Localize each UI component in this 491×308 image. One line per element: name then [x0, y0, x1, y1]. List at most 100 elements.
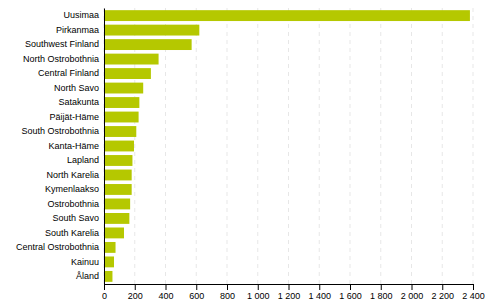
x-tick-mark [196, 284, 197, 290]
x-tick-label: 2 200 [431, 291, 454, 301]
grid-line [473, 8, 474, 284]
bar [104, 199, 130, 210]
y-tick: Kainuu [71, 257, 104, 267]
y-tick-label: Åland [76, 271, 99, 281]
x-tick: 400 [158, 284, 173, 301]
grid-line [196, 8, 197, 284]
x-tick: 1 000 [247, 284, 270, 301]
y-tick: Satakunta [58, 97, 104, 107]
y-tick: Central Ostrobothnia [16, 242, 104, 252]
y-tick: Åland [76, 271, 104, 281]
x-tick: 2 400 [462, 284, 485, 301]
x-tick-label: 2 000 [401, 291, 424, 301]
x-tick-mark [135, 284, 136, 290]
bar [104, 54, 159, 65]
x-tick-label: 200 [128, 291, 143, 301]
x-tick-mark [289, 284, 290, 290]
y-tick-label: North Ostrobothnia [23, 54, 99, 64]
x-tick: 2 200 [431, 284, 454, 301]
x-tick-mark [442, 284, 443, 290]
x-axis: 0 200 400 600 800 1 000 1 200 1 400 1 600 1 800 2 … [102, 284, 485, 301]
bar [104, 271, 112, 282]
y-tick-label: Ostrobothnia [47, 199, 99, 209]
x-tick-mark [104, 284, 105, 290]
x-tick: 1 800 [370, 284, 393, 301]
y-tick: Kanta-Häme [48, 141, 104, 151]
y-tick-label: Satakunta [58, 97, 99, 107]
y-tick: Ostrobothnia [47, 199, 104, 209]
y-tick-label: Pirkanmaa [56, 25, 99, 35]
grid-line [104, 8, 105, 284]
x-tick-mark [381, 284, 382, 290]
y-tick: South Ostrobothnia [21, 126, 104, 136]
y-tick-label: Päijät-Häme [49, 112, 99, 122]
y-tick: South Karelia [45, 228, 104, 238]
bar [104, 68, 151, 79]
x-tick-label: 1 600 [339, 291, 362, 301]
x-tick-label: 0 [102, 291, 107, 301]
bar [104, 39, 192, 50]
bar [104, 155, 132, 166]
bar [104, 10, 470, 21]
x-tick: 2 000 [401, 284, 424, 301]
chart: 0 200 400 600 800 1 000 1 200 1 400 1 600 1 800 2 … [0, 0, 491, 308]
grid-line [227, 8, 228, 284]
y-tick: North Ostrobothnia [23, 54, 104, 64]
x-tick-label: 800 [220, 291, 235, 301]
x-tick-label: 1 200 [278, 291, 301, 301]
bars [104, 10, 470, 282]
x-tick: 800 [220, 284, 235, 301]
y-tick: Central Finland [38, 68, 104, 78]
x-tick-mark [258, 284, 259, 290]
y-tick: Lapland [67, 155, 104, 165]
grid-line [411, 8, 412, 284]
bar [104, 83, 143, 94]
bar [104, 25, 199, 36]
y-axis: Uusimaa Pirkanmaa Southwest Finland North O… [16, 9, 105, 285]
bar [104, 242, 116, 253]
x-tick-mark [350, 284, 351, 290]
y-tick: South Savo [52, 213, 104, 223]
x-tick-label: 600 [189, 291, 204, 301]
y-tick-label: Southwest Finland [25, 39, 99, 49]
y-tick-label: Uusimaa [63, 10, 99, 20]
grid-line [380, 8, 381, 284]
bar [104, 256, 114, 267]
y-tick-label: Central Ostrobothnia [16, 242, 99, 252]
y-tick: North Karelia [46, 170, 104, 180]
x-tick: 200 [128, 284, 143, 301]
y-tick: Päijät-Häme [49, 112, 104, 122]
x-tick-label: 2 400 [462, 291, 485, 301]
grid-line [350, 8, 351, 284]
y-tick-label: North Savo [54, 83, 99, 93]
bar [104, 227, 124, 238]
y-axis-line [104, 9, 105, 285]
y-tick-label: Kanta-Häme [48, 141, 99, 151]
x-tick-mark [227, 284, 228, 290]
y-tick-label: Central Finland [38, 68, 99, 78]
y-tick-label: Lapland [67, 155, 99, 165]
y-tick-label: North Karelia [46, 170, 99, 180]
bar [104, 213, 129, 224]
y-tick: Southwest Finland [25, 39, 104, 49]
bar [104, 141, 134, 152]
grid-line [442, 8, 443, 284]
grid-line [319, 8, 320, 284]
bar [104, 170, 132, 181]
y-tick-label: South Karelia [45, 228, 99, 238]
bar [104, 112, 139, 123]
bar [104, 184, 132, 195]
x-tick-label: 1 400 [308, 291, 331, 301]
bar [104, 126, 136, 137]
bar [104, 97, 139, 108]
plot: 0 200 400 600 800 1 000 1 200 1 400 1 600 1 800 2 … [16, 8, 485, 301]
grid-line [257, 8, 258, 284]
x-tick-label: 1 000 [247, 291, 270, 301]
y-tick-label: South Savo [52, 213, 99, 223]
x-tick: 1 400 [308, 284, 331, 301]
y-tick: Kymenlaakso [45, 184, 104, 194]
x-tick: 600 [189, 284, 204, 301]
y-tick: Uusimaa [63, 10, 104, 20]
x-tick: 1 600 [339, 284, 362, 301]
y-tick: Pirkanmaa [56, 25, 104, 35]
